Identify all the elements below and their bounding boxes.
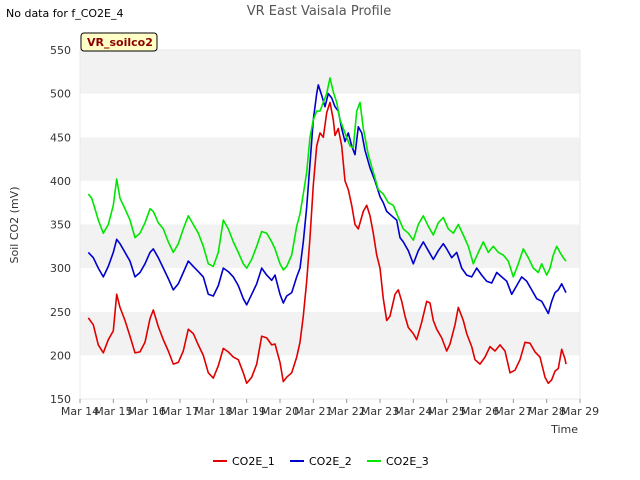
series-line-co2e-1: [87, 101, 567, 385]
x-tick-label: Mar 18: [194, 405, 232, 418]
plot-frame: [79, 49, 581, 400]
chart-title: VR East Vaisala Profile: [247, 4, 392, 19]
grid-band: [80, 224, 580, 269]
x-tick-label: Mar 15: [94, 405, 132, 418]
badge-box: [80, 32, 158, 52]
x-tick-label: Mar 20: [261, 405, 299, 418]
x-tick-label: Mar 19: [228, 405, 266, 418]
x-tick-label: Mar 26: [461, 405, 499, 418]
x-axis-label: Time: [550, 423, 578, 436]
grid-band: [80, 355, 580, 399]
series-line-co2e-3: [87, 77, 567, 278]
y-tick-label: 350: [50, 219, 71, 232]
y-tick-label: 200: [50, 349, 71, 362]
y-axis-ticks: 150 200 250 300 350 400 450 500 550: [50, 44, 71, 406]
x-tick-label: Mar 17: [161, 405, 199, 418]
series-line-co2e-2: [87, 84, 567, 315]
x-tick-label: Mar 23: [361, 405, 399, 418]
badge: VR_soilco2: [80, 32, 158, 52]
y-tick-label: 300: [50, 262, 71, 275]
grid-band: [80, 93, 580, 138]
y-tick-label: 500: [50, 88, 71, 101]
y-tick-label: 550: [50, 44, 71, 57]
y-axis-label: Soil CO2 (mV): [8, 187, 21, 264]
grid-band: [80, 268, 580, 312]
legend-label: CO2E_2: [309, 455, 352, 468]
y-tick-label: 150: [50, 393, 71, 406]
no-data-note: No data for f_CO2E_4: [6, 7, 124, 20]
grid-band: [80, 180, 580, 225]
grid-band: [80, 50, 580, 94]
x-tick-label: Mar 25: [428, 405, 466, 418]
x-tick-label: Mar 29: [561, 405, 599, 418]
legend-label: CO2E_1: [232, 455, 275, 468]
series-layer: [87, 77, 567, 385]
legend: CO2E_1 CO2E_2 CO2E_3: [213, 455, 429, 468]
y-tick-label: 450: [50, 131, 71, 144]
legend-label: CO2E_3: [386, 455, 429, 468]
y-tick-label: 400: [50, 175, 71, 188]
x-tick-label: Mar 21: [294, 405, 332, 418]
x-tick-label: Mar 14: [61, 405, 99, 418]
x-tick-label: Mar 22: [328, 405, 366, 418]
y-tick-label: 250: [50, 306, 71, 319]
badge-label: VR_soilco2: [87, 36, 153, 49]
grid-bands: [80, 50, 580, 399]
x-tick-label: Mar 16: [128, 405, 166, 418]
grid-band: [80, 137, 580, 181]
x-tick-label: Mar 28: [528, 405, 566, 418]
x-tick-label: Mar 24: [394, 405, 432, 418]
x-tick-label: Mar 27: [494, 405, 532, 418]
